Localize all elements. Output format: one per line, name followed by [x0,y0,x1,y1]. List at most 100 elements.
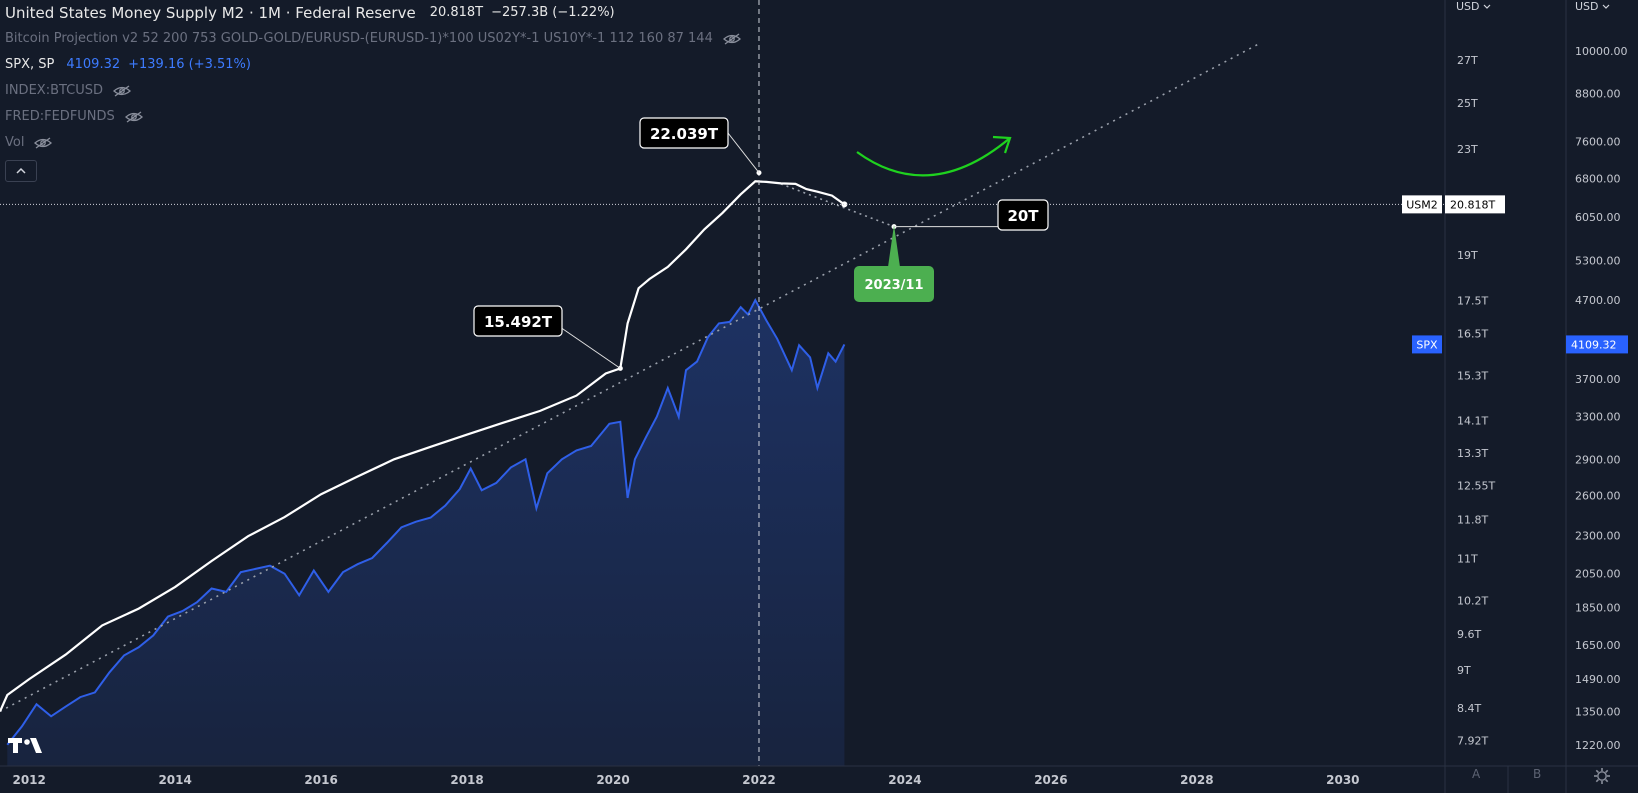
annotation-20t-label: 20T [1007,207,1039,225]
time-tick-2024: 2024 [888,773,921,787]
m2-tick-label: 10.2T [1457,594,1488,607]
btc-series-label: INDEX:BTCUSD [5,83,104,98]
spx-tick-label: 6050.00 [1575,211,1621,224]
m2-tick-label: 11T [1457,552,1478,565]
spx-tick-label: 3700.00 [1575,373,1621,386]
m2-tick-label: 23T [1457,143,1478,156]
spx-tag-text: SPX [1416,338,1438,351]
hidden-eye-icon[interactable] [113,85,132,97]
fedfunds-series-label: FRED:FEDFUNDS [5,109,115,124]
spx-price-badge [1566,335,1628,354]
spx-tick-label: 8800.00 [1575,87,1621,100]
date-balloon-pointer [888,225,901,267]
b-button[interactable]: B [1533,767,1542,781]
time-tick-2012: 2012 [12,773,45,787]
m2-price-badge [1445,195,1505,214]
m2-line[interactable] [0,180,846,712]
legend-spx-row[interactable]: SPX, SP 4109.32 +139.16 (+3.51%) [5,52,741,78]
spx-tick-label: 10000.00 [1575,45,1628,58]
spx-tick-label: 1350.00 [1575,705,1621,718]
legend: United States Money Supply M2 · 1M · Fed… [5,0,741,182]
plot-area: 22.039T 15.492T 20T 2023/11 [0,0,1445,766]
time-tick-2020: 2020 [596,773,629,787]
date-balloon[interactable] [854,266,935,302]
m2-tick-label: 19T [1457,249,1478,262]
projection-line[interactable] [780,183,895,228]
spx-tick-label: 2900.00 [1575,453,1621,466]
green-arrow-head [992,135,1012,154]
usm2-tag [1402,195,1442,214]
spx-price-badge-text: 4109.32 [1571,338,1617,351]
logo-dot [24,739,30,745]
legend-fed-row[interactable]: FRED:FEDFUNDS [5,104,741,130]
usm2-tag-text: USM2 [1406,198,1438,211]
callout-box[interactable] [997,199,1049,231]
spx-tick-label: 7600.00 [1575,136,1621,149]
annotation-15t-label: 15.492T [484,313,553,331]
auto-scale-button[interactable]: A [1472,767,1481,781]
callout-leader [559,326,621,369]
legend-main-row[interactable]: United States Money Supply M2 · 1M · Fed… [5,0,741,26]
m2-tick-label: 17.5T [1457,295,1488,308]
spx-tick-label: 4700.00 [1575,294,1621,307]
volume-label: Vol [5,135,25,150]
legend-vol-row[interactable]: Vol [5,130,741,156]
spx-tick-label: 1850.00 [1575,602,1621,615]
legend-btc-row[interactable]: INDEX:BTCUSD [5,78,741,104]
callout-leader [727,132,760,174]
m2-price-badge-text: 20.818T [1450,198,1495,211]
logo-slash [30,738,42,753]
time-tick-2026: 2026 [1034,773,1067,787]
gear-icon[interactable] [1593,767,1611,785]
time-tick-2022: 2022 [742,773,775,787]
chevron-down-icon [1483,4,1490,9]
spx-area [7,300,845,766]
time-tick-2016: 2016 [304,773,337,787]
spx-series-name: SPX, SP [5,57,55,72]
chevron-down-icon [1602,4,1609,9]
spx-tick-label: 1220.00 [1575,739,1621,752]
m2-tick-label: 25T [1457,97,1478,110]
projection-indicator-label: Bitcoin Projection v2 52 200 753 GOLD-GO… [5,31,713,46]
time-tick-2014: 2014 [158,773,191,787]
hidden-eye-icon[interactable] [722,33,741,45]
m2-tick-label: 8.4T [1457,702,1481,715]
spx-tick-label: 2600.00 [1575,489,1621,502]
spx-tick-label: 1650.00 [1575,639,1621,652]
m2-axis-currency-menu[interactable]: USD [1456,0,1491,13]
collapse-legend-button[interactable] [5,160,37,182]
spx-last-value: 4109.32 [66,57,121,72]
m2-tick-label: 12.55T [1457,479,1495,492]
spx-tag [1412,335,1442,354]
m2-last-point [841,201,848,208]
m2-tick-label: 14.1T [1457,415,1488,428]
m2-last-value: 20.818T [429,5,484,20]
time-tick-2030: 2030 [1326,773,1359,787]
spx-tick-label: 5300.00 [1575,255,1621,268]
m2-tick-label: 16.5T [1457,327,1488,340]
m2-tick-label: 7.92T [1457,735,1488,748]
callout-box[interactable] [639,117,729,149]
spx-line[interactable] [6,297,846,746]
m2-tick-label: 11.8T [1457,513,1488,526]
m2-tick-label: 13.3T [1457,447,1488,460]
legend-projection-row[interactable]: Bitcoin Projection v2 52 200 753 GOLD-GO… [5,26,741,52]
spx-axis-currency-menu[interactable]: USD [1575,0,1610,13]
time-tick-2028: 2028 [1180,773,1213,787]
chevron-up-icon [16,167,26,174]
m2-tick-label: 15.3T [1457,369,1488,382]
price-scales-bg [1445,0,1638,793]
m2-tick-label: 9.6T [1457,628,1481,641]
hidden-eye-icon[interactable] [34,137,53,149]
callout-box[interactable] [473,305,563,337]
spx-tick-label: 3300.00 [1575,411,1621,424]
hidden-eye-icon[interactable] [124,111,143,123]
m2-tick-label: 9T [1457,664,1471,677]
spx-axis-currency: USD [1575,0,1599,13]
spx-change: +139.16 (+3.51%) [128,57,251,72]
spx-tick-label: 1490.00 [1575,673,1621,686]
spx-tick-label: 2050.00 [1575,568,1621,581]
m2-axis-currency: USD [1456,0,1480,13]
